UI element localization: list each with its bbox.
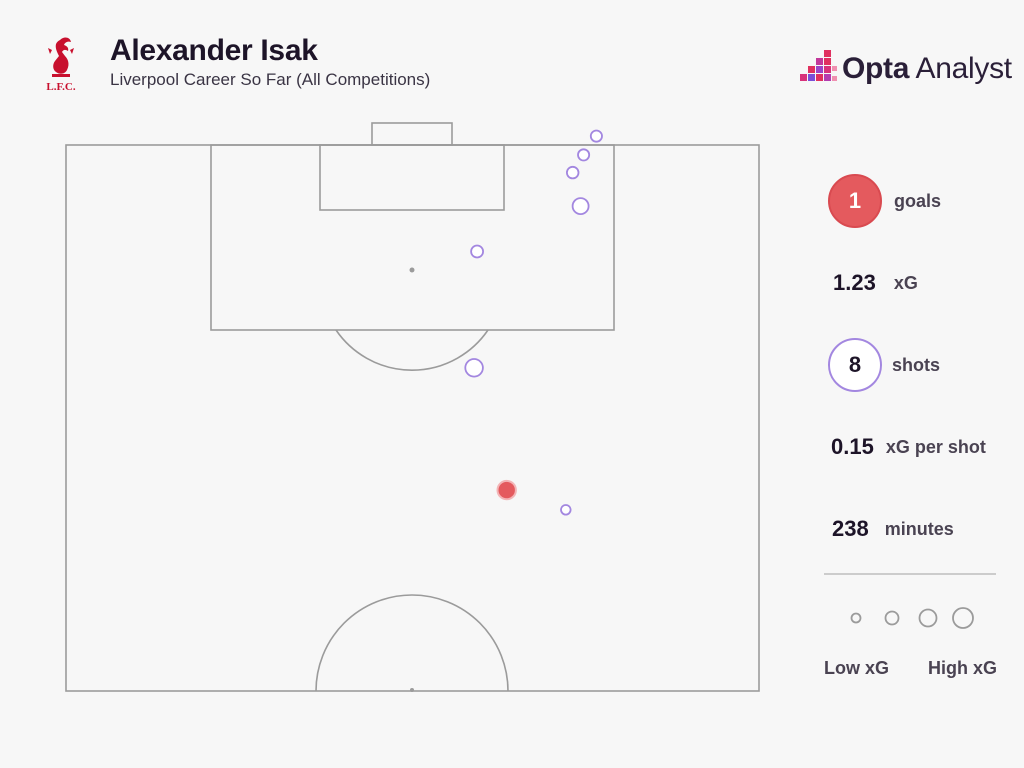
- legend-circle-lg: [952, 607, 974, 629]
- shots-layer: [464, 129, 603, 516]
- center-circle: [315, 594, 509, 692]
- stats-divider: [824, 573, 996, 575]
- xg-stat: 1.23 xG: [833, 270, 918, 296]
- xg-per-shot-label: xG per shot: [885, 436, 986, 457]
- club-logo-text: L.F.C.: [46, 81, 75, 93]
- minutes-label: minutes: [884, 518, 954, 539]
- goal-frame: [371, 122, 453, 146]
- shots-label: shots: [892, 354, 941, 375]
- legend-circle-md: [918, 608, 938, 628]
- penalty-area: [210, 144, 615, 331]
- goals-count-badge: 1: [828, 174, 882, 228]
- page-title: Alexander Isak: [110, 34, 318, 67]
- minutes-stat: 238 minutes: [832, 516, 954, 542]
- legend-high-label: High xG: [928, 658, 998, 678]
- shot-marker-4: [566, 165, 580, 180]
- opta-analyst-logo: Opta Analyst: [798, 46, 1012, 92]
- xg-per-shot-stat: 0.15 xG per shot: [831, 434, 986, 460]
- opta-pixel-icon: [800, 50, 837, 81]
- goals-stat: 1 goals: [828, 174, 941, 228]
- minutes-value: 238: [832, 516, 869, 541]
- xg-size-legend: [850, 607, 974, 629]
- brand-name-bold: Opta: [842, 52, 910, 85]
- pitch-outline: [65, 144, 760, 692]
- shots-stat: 8 shots: [828, 338, 940, 392]
- legend-circle-sm: [884, 610, 900, 626]
- goal-marker-0: [496, 479, 517, 501]
- six-yard-box: [319, 144, 505, 211]
- shot-marker-6: [589, 129, 603, 143]
- goals-label: goals: [894, 190, 942, 211]
- shot-marker-2: [470, 244, 485, 259]
- xg-value: 1.23: [833, 270, 876, 295]
- penalty-arc: [335, 329, 489, 371]
- legend-circle-xs: [850, 612, 862, 624]
- penalty-spot: [409, 267, 415, 273]
- shots-count-badge: 8: [828, 338, 882, 392]
- brand-name-light: Analyst: [909, 52, 1013, 85]
- shot-marker-1: [560, 504, 572, 516]
- shot-marker-5: [577, 148, 591, 162]
- shot-marker-0: [464, 358, 484, 378]
- xg-per-shot-value: 0.15: [831, 434, 874, 459]
- legend-low-label: Low xG: [824, 658, 890, 678]
- center-spot: [410, 688, 414, 692]
- xg-label: xG: [893, 272, 918, 293]
- shot-marker-3: [571, 197, 590, 216]
- lfc-crest-logo: L.F.C.: [46, 37, 76, 93]
- page-subtitle: Liverpool Career So Far (All Competition…: [110, 70, 431, 89]
